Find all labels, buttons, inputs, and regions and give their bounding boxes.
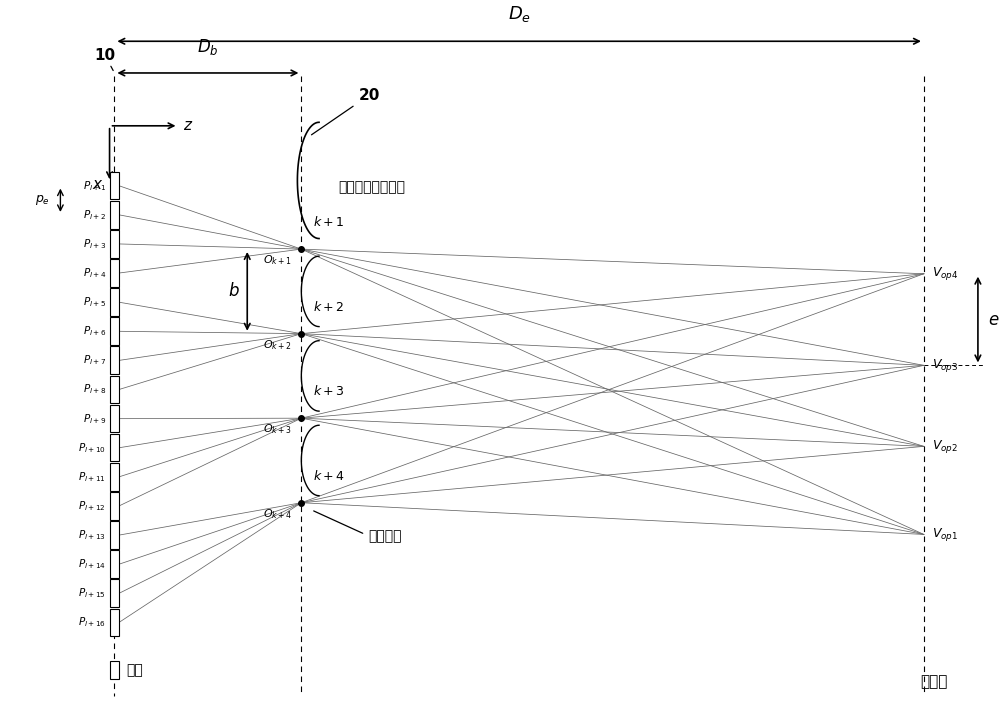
Bar [110, 661, 119, 679]
Text: $P_{l+14}$: $P_{l+14}$ [78, 557, 106, 571]
Text: 像素: 像素 [127, 663, 144, 677]
Text: $P_{l+4}$: $P_{l+4}$ [83, 266, 106, 280]
Text: $P_{l+15}$: $P_{l+15}$ [78, 587, 106, 600]
Text: $P_{l+5}$: $P_{l+5}$ [83, 296, 106, 309]
Text: $P_{l+3}$: $P_{l+3}$ [83, 237, 106, 251]
Text: $e$: $e$ [988, 311, 999, 329]
Text: $O_{k+2}$: $O_{k+2}$ [263, 338, 292, 352]
Bar [110, 580, 119, 607]
Text: 视区面: 视区面 [920, 674, 947, 690]
Text: $k+3$: $k+3$ [313, 385, 345, 398]
Text: $P_{l+8}$: $P_{l+8}$ [83, 383, 106, 396]
Bar [110, 288, 119, 316]
Text: $P_{l+7}$: $P_{l+7}$ [83, 354, 106, 367]
Text: $D_e$: $D_e$ [508, 4, 531, 24]
Bar [110, 434, 119, 462]
Text: $P_{l+6}$: $P_{l+6}$ [83, 324, 106, 338]
Bar [110, 550, 119, 578]
Text: $O_{k+3}$: $O_{k+3}$ [263, 423, 292, 436]
Text: $k+2$: $k+2$ [313, 300, 344, 314]
Text: $z$: $z$ [183, 119, 194, 133]
Bar [110, 317, 119, 345]
Bar [110, 259, 119, 287]
Text: $O_{k+1}$: $O_{k+1}$ [263, 253, 292, 267]
Bar [110, 347, 119, 374]
Text: 10: 10 [94, 48, 115, 63]
Text: $b$: $b$ [228, 283, 239, 301]
Text: $p_e$: $p_e$ [35, 193, 50, 207]
Bar [110, 608, 119, 636]
Bar [110, 492, 119, 520]
Text: 20: 20 [358, 88, 380, 103]
Text: 分光单元: 分光单元 [368, 530, 402, 544]
Text: $D_b$: $D_b$ [197, 37, 219, 58]
Text: $k+4$: $k+4$ [313, 469, 345, 483]
Text: $V_{op4}$: $V_{op4}$ [932, 265, 958, 283]
Text: $P_{l+16}$: $P_{l+16}$ [78, 615, 106, 629]
Text: $O_{k+4}$: $O_{k+4}$ [263, 507, 292, 521]
Text: $P_{l+2}$: $P_{l+2}$ [83, 208, 106, 221]
Bar [110, 230, 119, 257]
Text: $x$: $x$ [92, 177, 104, 192]
Bar [110, 201, 119, 229]
Text: $V_{op2}$: $V_{op2}$ [932, 438, 958, 455]
Text: 分光器件周期单元: 分光器件周期单元 [339, 180, 406, 194]
Text: $P_{l+13}$: $P_{l+13}$ [78, 528, 106, 542]
Text: $P_{l+12}$: $P_{l+12}$ [78, 499, 106, 513]
Bar [110, 405, 119, 432]
Text: $P_{l+9}$: $P_{l+9}$ [83, 412, 106, 426]
Bar [110, 172, 119, 199]
Text: $P_{l+1}$: $P_{l+1}$ [83, 179, 106, 193]
Bar [110, 375, 119, 403]
Text: $P_{l+10}$: $P_{l+10}$ [78, 441, 106, 454]
Text: $k+1$: $k+1$ [313, 216, 344, 229]
Bar [110, 463, 119, 490]
Text: $P_{l+11}$: $P_{l+11}$ [78, 470, 106, 484]
Text: $V_{op3}$: $V_{op3}$ [932, 357, 958, 374]
Text: $V_{op1}$: $V_{op1}$ [932, 526, 958, 543]
Bar [110, 521, 119, 549]
